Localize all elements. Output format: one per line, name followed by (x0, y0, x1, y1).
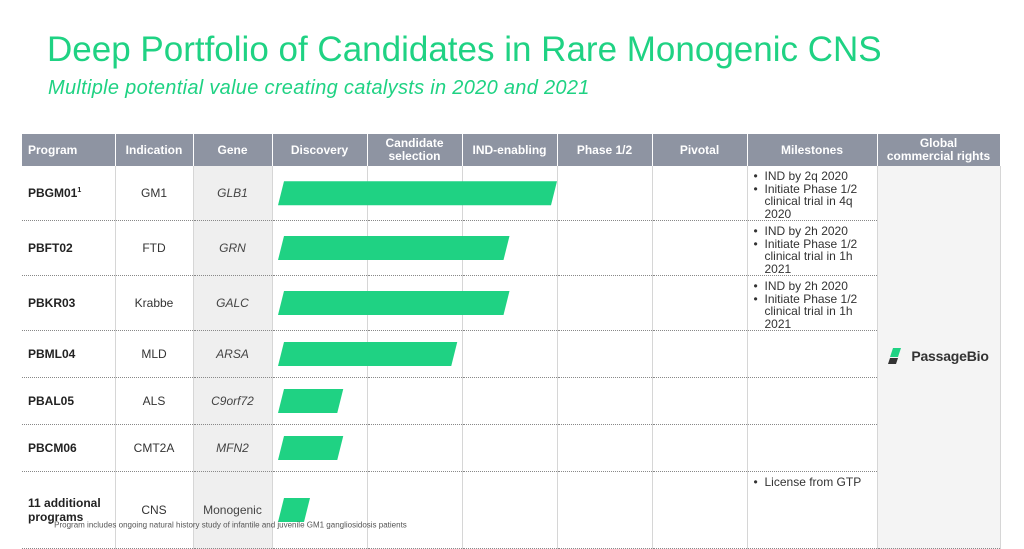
milestone-item: IND by 2q 2020 (752, 170, 875, 183)
table-row: PBML04 MLD ARSA (22, 330, 1000, 378)
header-pivotal: Pivotal (652, 134, 748, 166)
footnote-mark: 1 (48, 519, 52, 526)
header-candidate-line2: selection (388, 149, 441, 163)
milestone-item: IND by 2h 2020 (752, 225, 875, 238)
indication: Krabbe (115, 275, 194, 331)
program-label-line2: programs (28, 510, 84, 524)
header-program: Program (22, 134, 116, 166)
table-row: PBCM06 CMT2A MFN2 (22, 424, 1000, 472)
milestones-cell: IND by 2h 2020 Initiate Phase 1/2 clinic… (747, 220, 878, 276)
header-phase12: Phase 1/2 (557, 134, 653, 166)
milestone-item: Initiate Phase 1/2 clinical trial in 1h … (752, 292, 875, 331)
slide-title: Deep Portfolio of Candidates in Rare Mon… (47, 30, 882, 69)
table-row: PBKR03 Krabbe GALC IND by 2h 2020 Initia… (22, 275, 1000, 331)
header-rights: Global commercial rights (877, 134, 1001, 166)
milestone-item: Initiate Phase 1/2 clinical trial in 4q … (752, 182, 875, 221)
header-gene: Gene (193, 134, 273, 166)
passage-bio-mark-icon (888, 347, 902, 364)
gene: GRN (193, 220, 273, 276)
gene: Monogenic (193, 471, 273, 549)
indication: MLD (115, 330, 194, 378)
milestones-cell: IND by 2q 2020 Initiate Phase 1/2 clinic… (747, 166, 878, 221)
milestone-item: License from GTP (752, 476, 875, 489)
program-label: PBGM01 (28, 186, 78, 200)
program-name: PBGM011 (22, 166, 116, 221)
program-label-line1: 11 additional (28, 496, 101, 510)
milestones-cell (747, 330, 878, 378)
header-candidate-selection: Candidate selection (367, 134, 463, 166)
header-row: Program Indication Gene Discovery Candid… (22, 134, 1001, 166)
header-ind-enabling: IND-enabling (462, 134, 558, 166)
gene: GLB1 (193, 166, 273, 221)
header-milestones: Milestones (747, 134, 878, 166)
passage-bio-logo: PassageBio (888, 347, 989, 364)
gene: MFN2 (193, 424, 273, 472)
header-rights-line1: Global (919, 136, 958, 150)
table-row: PBGM011 GM1 GLB1 IND by 2q 2020 Initiate… (22, 166, 1001, 549)
program-name: PBFT02 (22, 220, 116, 276)
program-name: 11 additional programs (22, 471, 116, 549)
program-name: PBML04 (22, 330, 116, 378)
program-name: PBAL05 (22, 377, 116, 425)
table-row: PBAL05 ALS C9orf72 (22, 377, 1000, 425)
indication: ALS (115, 377, 194, 425)
gene: C9orf72 (193, 377, 273, 425)
footnote-text: Program includes ongoing natural history… (54, 520, 407, 530)
slide-subtitle: Multiple potential value creating cataly… (48, 77, 590, 99)
milestones-cell: License from GTP (747, 471, 878, 549)
indication: GM1 (115, 166, 194, 221)
header-rights-line2: commercial rights (886, 149, 991, 163)
milestones-cell (747, 377, 878, 425)
footnote-marker: 1 (77, 187, 82, 194)
program-name: PBKR03 (22, 275, 116, 331)
gene: ARSA (193, 330, 273, 378)
rights-cell: PassageBio (877, 166, 1001, 549)
milestones-cell (747, 424, 878, 472)
program-name: PBCM06 (22, 424, 116, 472)
gene: GALC (193, 275, 273, 331)
footnote: 1 Program includes ongoing natural histo… (48, 519, 407, 530)
indication: CMT2A (115, 424, 194, 472)
milestone-item: IND by 2h 2020 (752, 280, 875, 293)
table-row: PBFT02 FTD GRN IND by 2h 2020 Initiate P… (22, 220, 1000, 276)
indication: FTD (115, 220, 194, 276)
header-discovery: Discovery (272, 134, 368, 166)
header-candidate-line1: Candidate (385, 136, 444, 150)
pipeline-table: Program Indication Gene Discovery Candid… (22, 134, 1001, 549)
milestone-item: Initiate Phase 1/2 clinical trial in 1h … (752, 237, 875, 276)
indication: CNS (115, 471, 194, 549)
passage-bio-wordmark: PassageBio (911, 347, 989, 364)
milestones-cell: IND by 2h 2020 Initiate Phase 1/2 clinic… (747, 275, 878, 331)
header-indication: Indication (115, 134, 194, 166)
